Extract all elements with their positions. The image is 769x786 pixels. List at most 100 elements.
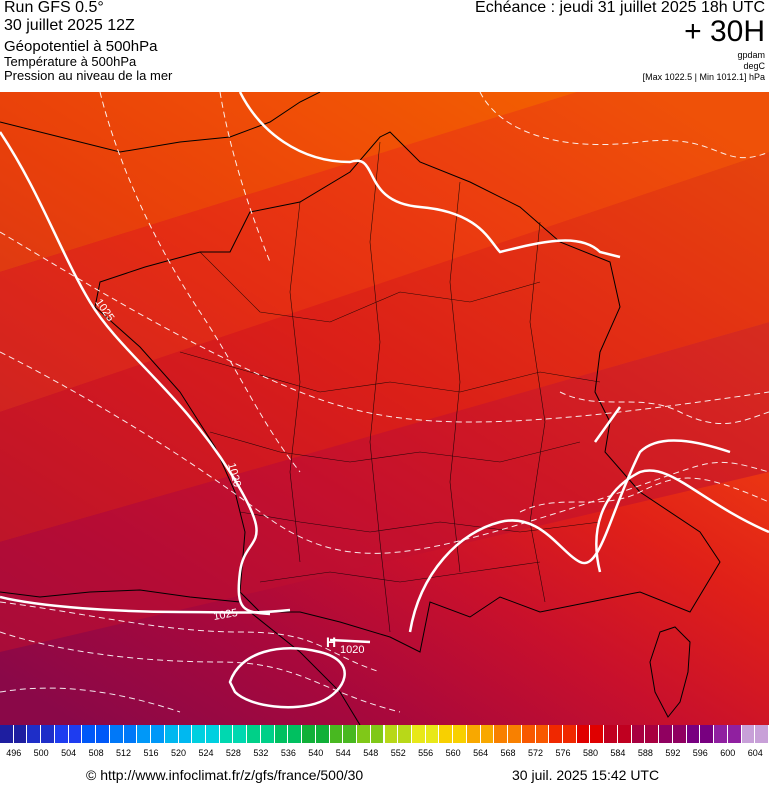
legend-swatch [714,725,728,743]
legend-swatch [205,725,220,743]
legend-swatch [0,725,14,743]
legend-swatch-row [0,725,769,743]
legend-label: 508 [88,748,104,758]
legend-swatch [631,725,646,743]
spain-coast-outline [0,589,361,725]
run-title: Run GFS 0.5° [4,0,104,16]
legend-swatch [521,725,536,743]
legend-swatch [260,725,275,743]
legend-label: 560 [445,748,461,758]
legend-swatch [123,725,138,743]
legend-swatch [686,725,701,743]
isobar-southeast [408,439,731,633]
legend-swatch [178,725,193,743]
legend-swatch [82,725,97,743]
legend-swatch [672,725,687,743]
france-outline [94,131,721,653]
legend-label: 600 [720,748,736,758]
legend-swatch [590,725,605,743]
legend-swatch [27,725,42,743]
legend-label: 528 [225,748,241,758]
legend-label-row: 496 500 504 508 512 516 520 524 528 532 536 540 544 5… [0,748,769,760]
legend-label: 592 [665,748,681,758]
legend-swatch [466,725,481,743]
header-left: Run GFS 0.5° 30 juillet 2025 12Z Géopote… [4,0,172,82]
legend-swatch [494,725,509,743]
header-right: Echéance : jeudi 31 juillet 2025 18h UTC… [475,0,765,82]
unit-degc: degC [743,61,765,71]
legend-swatch [233,725,248,743]
isobar-northwest [0,131,271,616]
legend-swatch [302,725,316,743]
legend-swatch [288,725,303,743]
footer-url: © http://www.infoclimat.fr/z/gfs/france/… [86,767,364,783]
legend-swatch [315,725,330,743]
legend-swatch [192,725,206,743]
legend-swatch [411,725,426,743]
isobar-label-1025-south: 1025 [212,607,238,623]
isobar-north [238,92,621,259]
legend-swatch [659,725,673,743]
isobar-small [593,406,622,443]
legend-swatch [164,725,179,743]
legend-swatch [219,725,234,743]
footer-timestamp: 30 juil. 2025 15:42 UTC [512,767,660,783]
legend-swatch [535,725,550,743]
legend-swatch [508,725,522,743]
legend-swatch [68,725,83,743]
isobar-south-central [329,638,371,644]
department-boundaries [179,141,601,633]
legend-swatch [700,725,715,743]
legend-label: 532 [253,748,269,758]
legend-label: 588 [637,748,653,758]
legend-label: 520 [170,748,187,758]
legend-swatch [343,725,358,743]
field-pressure: Pression au niveau de la mer [4,68,173,83]
minmax-readout: [Max 1022.5 | Min 1012.1] hPa [642,72,765,82]
legend-swatch [453,725,467,743]
legend-swatch [274,725,289,743]
legend-swatch [109,725,124,743]
legend-swatch [439,725,454,743]
legend-label: 500 [33,748,49,758]
legend-swatch [54,725,69,743]
legend-swatch [755,725,769,743]
legend-swatch [604,725,618,743]
legend-label: 568 [500,748,516,758]
legend-swatch [549,725,563,743]
legend-swatch [563,725,577,743]
echeance: Echéance : jeudi 31 juillet 2025 18h UTC [475,0,765,16]
legend-label: 584 [610,748,626,758]
isobar-alps [595,469,769,573]
legend-label: 580 [582,748,598,758]
legend-swatch [247,725,261,743]
forecast-hour: + 30H [684,15,765,48]
legend-label: 564 [473,748,489,758]
legend-label: 512 [116,748,132,758]
forecast-map: 1025 1020 1025 H 1020 [0,92,769,725]
field-geopotential: Géopotentiel à 500hPa [4,38,158,55]
legend-swatch [727,725,742,743]
legend-label: 536 [280,748,296,758]
legend-label: 548 [363,748,379,758]
legend-label: 496 [6,748,22,758]
pressure-center-value: 1020 [340,644,364,656]
legend-swatch [357,725,371,743]
legend-label: 604 [747,748,763,758]
legend-swatch [13,725,28,743]
legend-swatch [137,725,152,743]
isobars [0,92,769,709]
legend-label: 524 [198,748,214,758]
legend-label: 572 [528,748,544,758]
legend-label: 540 [308,748,324,758]
isobar-south-loop [228,647,346,709]
run-date: 30 juillet 2025 12Z [4,17,135,34]
corsica-outline [649,626,691,718]
color-scale-legend: 496 500 504 508 512 516 520 524 528 532 536 540 544 5… [0,725,769,760]
legend-label: 544 [335,748,351,758]
isobar-south-west [0,595,291,614]
legend-swatch [617,725,632,743]
legend-label: 576 [555,748,571,758]
legend-swatch [576,725,591,743]
legend-swatch [480,725,495,743]
